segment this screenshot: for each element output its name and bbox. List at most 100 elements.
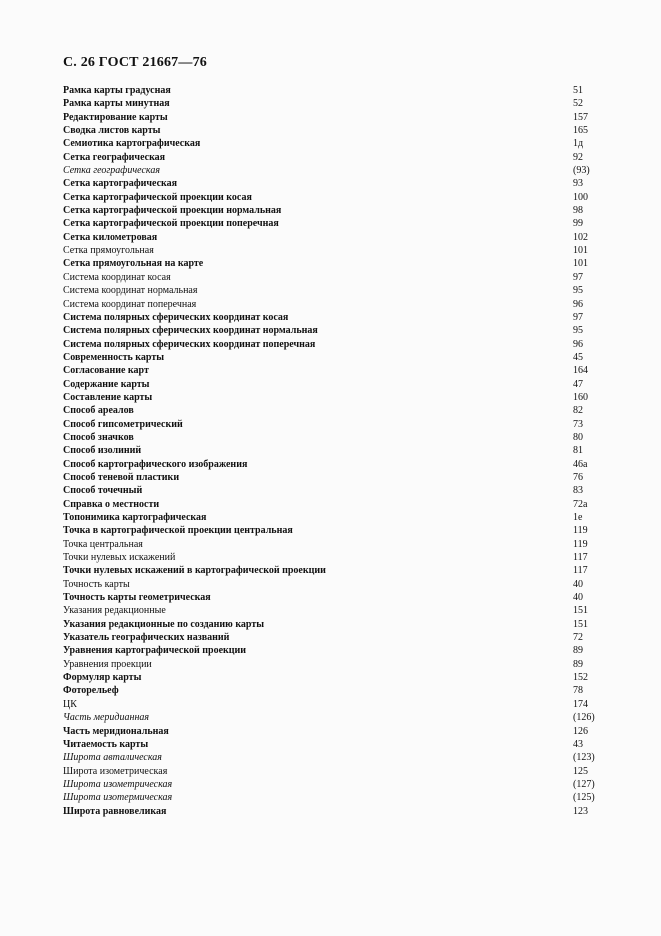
index-page-ref: 125 — [573, 765, 588, 777]
index-entry: Часть меридианная (126) — [63, 711, 603, 724]
index-page-ref: (125) — [573, 792, 595, 804]
index-entry: Согласование карт 164 — [63, 364, 603, 377]
index-entry: Содержание карты 47 — [63, 378, 603, 391]
index-term: Точность карты геометрическая — [63, 592, 211, 604]
index-page-ref: 117 — [573, 552, 588, 564]
index-page-ref: 119 — [573, 538, 588, 550]
index-term: Точки нулевых искажений в картографическ… — [63, 565, 326, 577]
index-page-ref: 72 — [573, 632, 583, 644]
index-term: Часть меридиональная — [63, 725, 169, 737]
index-page-ref: 123 — [573, 805, 588, 817]
index-page-ref: 40 — [573, 578, 583, 590]
index-page-ref: 89 — [573, 658, 583, 670]
index-entry: Указания редакционные 151 — [63, 604, 603, 617]
index-term: Сетка километровая — [63, 231, 158, 243]
index-entry: Система координат нормальная 95 — [63, 284, 603, 297]
index-page-ref: 83 — [573, 485, 583, 497]
index-term: Указания редакционные — [63, 605, 166, 617]
index-page-ref: 151 — [573, 618, 588, 630]
index-term: Рамка карты минутная — [63, 98, 170, 110]
index-term: Указания редакционные по созданию карты — [63, 618, 265, 630]
index-term: ЦК — [63, 698, 77, 710]
index-page-ref: 92 — [573, 151, 583, 163]
index-term: Сетка географическая — [63, 151, 166, 163]
index-term: Составление карты — [63, 391, 153, 403]
index-page-ref: 73 — [573, 418, 583, 430]
index-entry: Широта авталическая (123) — [63, 751, 603, 764]
index-term: Согласование карт — [63, 365, 149, 377]
index-entry: Фоторельеф 78 — [63, 684, 603, 697]
index-entry: Широта изометрическая (127) — [63, 778, 603, 791]
index-entry: Сетка картографической проекции поперечн… — [63, 217, 603, 230]
index-entry: Современность карты 45 — [63, 351, 603, 364]
index-term: Сетка картографической проекции нормальн… — [63, 205, 282, 217]
index-entry: Точность карты 40 — [63, 578, 603, 591]
index-page-ref: 157 — [573, 111, 588, 123]
index-term: Уравнения проекции — [63, 658, 152, 670]
index-entry: ЦК 174 — [63, 698, 603, 711]
index-entry: Рамка карты минутная 52 — [63, 97, 603, 110]
index-term: Точка центральная — [63, 538, 143, 550]
index-page-ref: 81 — [573, 445, 583, 457]
index-entry: Редактирование карты 157 — [63, 111, 603, 124]
index-entry: Уравнения картографической проекции 89 — [63, 644, 603, 657]
index-page-ref: 165 — [573, 125, 588, 137]
index-term: Способ точечный — [63, 485, 143, 497]
index-entry: Семиотика картографическая 1д — [63, 137, 603, 150]
index-entry: Система полярных сферических координат п… — [63, 338, 603, 351]
index-term: Сетка прямоугольная — [63, 245, 154, 257]
index-page-ref: 95 — [573, 325, 583, 337]
index-page-ref: 117 — [573, 565, 588, 577]
index-entry: Способ изолиний 81 — [63, 444, 603, 457]
index-term: Фоторельеф — [63, 685, 119, 697]
index-entry: Сетка прямоугольная 101 — [63, 244, 603, 257]
index-page-ref: 126 — [573, 725, 588, 737]
index-entry: Система полярных сферических координат к… — [63, 311, 603, 324]
index-page-ref: 100 — [573, 191, 588, 203]
index-entry: Точность карты геометрическая 40 — [63, 591, 603, 604]
index-page-ref: 97 — [573, 271, 583, 283]
index-entry: Сводка листов карты 165 — [63, 124, 603, 137]
index-entry: Способ теневой пластики 76 — [63, 471, 603, 484]
index-page-ref: 43 — [573, 738, 583, 750]
index-entry: Точки нулевых искажений в картографическ… — [63, 564, 603, 577]
index-entry: Справка о местности 72а — [63, 498, 603, 511]
index-page-ref: 40 — [573, 592, 583, 604]
index-term: Способ картографического изображения — [63, 458, 248, 470]
index-page-ref: 101 — [573, 245, 588, 257]
index-page-ref: 96 — [573, 298, 583, 310]
index-entry: Широта равновеликая 123 — [63, 805, 603, 818]
index-term: Сетка картографической проекции косая — [63, 191, 252, 203]
index-entry: Сетка картографической проекции косая 100 — [63, 191, 603, 204]
index-entry: Часть меридиональная 126 — [63, 725, 603, 738]
index-page-ref: 72а — [573, 498, 588, 510]
index-page-ref: 164 — [573, 365, 588, 377]
index-term: Семиотика картографическая — [63, 138, 201, 150]
index-page-ref: 89 — [573, 645, 583, 657]
index-term: Сводка листов карты — [63, 125, 161, 137]
index-term: Система координат нормальная — [63, 285, 198, 297]
index-entry: Точка в картографической проекции центра… — [63, 524, 603, 537]
index-term: Точки нулевых искажений — [63, 552, 176, 564]
index-entry: Рамка карты градусная 51 — [63, 84, 603, 97]
index-term: Система полярных сферических координат п… — [63, 338, 316, 350]
index-page-ref: (127) — [573, 778, 595, 790]
index-term: Сетка прямоугольная на карте — [63, 258, 204, 270]
index-term: Содержание карты — [63, 378, 150, 390]
index-entry: Составление карты 160 — [63, 391, 603, 404]
index-entry: Сетка географическая (93) — [63, 164, 603, 177]
index-page-ref: 174 — [573, 698, 588, 710]
index-term: Современность карты — [63, 351, 165, 363]
index-term: Широта изотермическая — [63, 792, 173, 804]
index-term: Система полярных сферических координат к… — [63, 311, 289, 323]
index-term: Рамка карты градусная — [63, 85, 171, 96]
index-term: Способ изолиний — [63, 445, 142, 457]
index-term: Способ значков — [63, 431, 134, 443]
index-page-ref: 93 — [573, 178, 583, 190]
index-term: Часть меридианная — [63, 712, 150, 724]
index-term: Широта равновеликая — [63, 805, 167, 817]
index-entry: Способ гипсометрический 73 — [63, 418, 603, 431]
index-term: Система координат косая — [63, 271, 171, 283]
index-entry: Сетка картографической проекции нормальн… — [63, 204, 603, 217]
index-entry: Система координат косая 97 — [63, 271, 603, 284]
